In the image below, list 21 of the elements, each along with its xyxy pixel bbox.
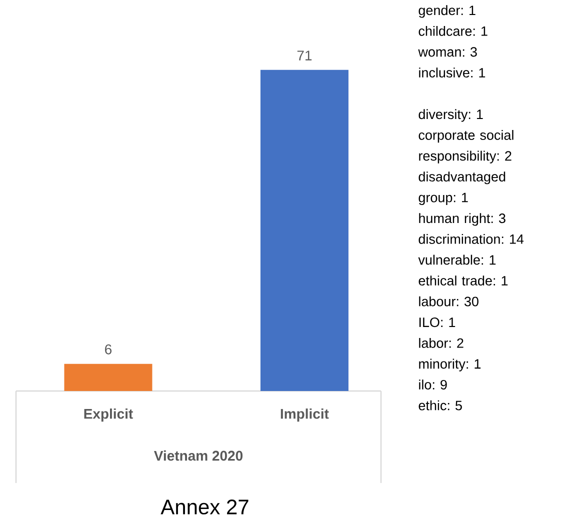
text: minority: 1 — [419, 358, 481, 372]
text: vulnerable: 1 — [418, 254, 496, 265]
text: ethical trade: 1 — [418, 276, 508, 286]
data-label: 6 — [105, 344, 112, 354]
text: gender: 1 — [418, 5, 476, 18]
text: ilo: 9 — [419, 380, 447, 390]
text: diversity: 1 — [418, 109, 483, 122]
text: woman: 3 — [418, 47, 477, 57]
text: ILO: 1 — [419, 318, 456, 328]
text: inclusive: 1 — [419, 68, 486, 78]
text: human right: 3 — [419, 213, 506, 226]
text: labor: 2 — [419, 338, 464, 348]
text: discrimination: 14 — [418, 234, 524, 244]
x-tick-label: Explicit — [84, 408, 133, 422]
text: ethic: 5 — [418, 400, 462, 410]
x-tick-label: Implicit — [280, 408, 329, 422]
text: Annex 27 — [160, 500, 248, 514]
text: childcare: 1 — [418, 26, 488, 36]
data-label: 71 — [297, 50, 312, 60]
x-axis-title: Vietnam 2020 — [154, 450, 243, 461]
text: labour: 30 — [419, 296, 478, 306]
